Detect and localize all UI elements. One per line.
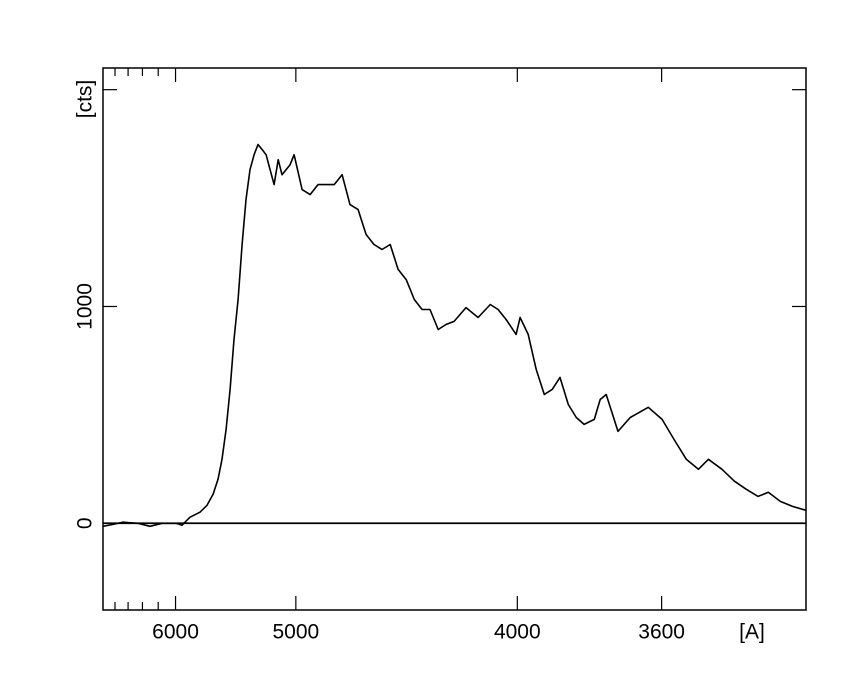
x-tick-label: 3600 xyxy=(638,621,685,644)
y-axis-label: [cts] xyxy=(74,80,97,119)
y-tick-label: 0 xyxy=(74,517,97,529)
x-axis-label: [A] xyxy=(739,621,765,644)
x-tick-label: 6000 xyxy=(152,621,199,644)
spectrum-line xyxy=(102,143,807,528)
plot-frame xyxy=(102,67,807,611)
x-tick-label: 5000 xyxy=(272,621,319,644)
y-tick-label: 1000 xyxy=(74,283,97,330)
x-tick-label: 4000 xyxy=(494,621,541,644)
